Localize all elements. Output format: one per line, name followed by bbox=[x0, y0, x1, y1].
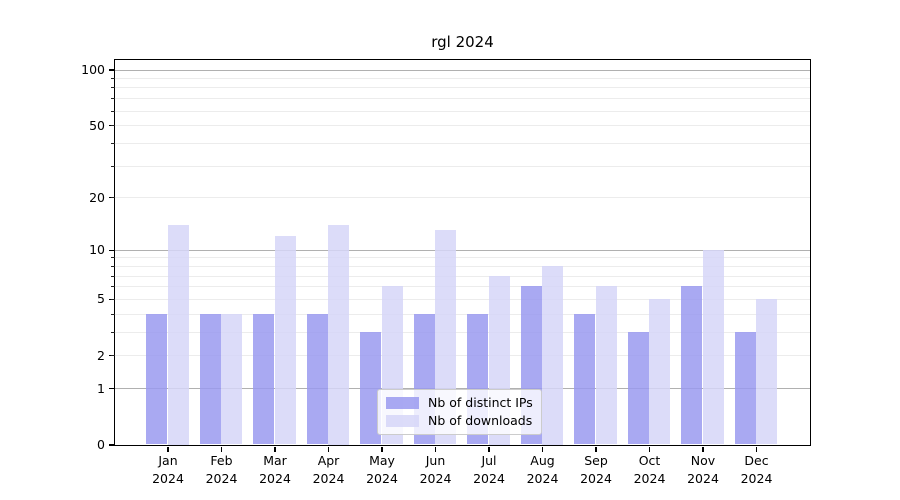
x-tick-label: Mar 2024 bbox=[259, 453, 291, 486]
bar-downloads bbox=[702, 249, 724, 445]
y-minor-tick-mark bbox=[111, 125, 115, 126]
bar-downloads bbox=[274, 236, 296, 445]
gridline-minor bbox=[114, 78, 810, 79]
x-tick-label: Aug 2024 bbox=[526, 453, 559, 486]
gridline-minor bbox=[114, 125, 810, 126]
gridline-minor bbox=[114, 355, 810, 357]
y-tick-label: 1 bbox=[97, 380, 105, 396]
y-minor-tick-mark bbox=[111, 98, 115, 100]
x-tick-label: Sep 2024 bbox=[580, 453, 612, 486]
gridline-minor bbox=[114, 275, 810, 277]
y-minor-tick-mark bbox=[111, 78, 115, 79]
y-tick-mark bbox=[108, 444, 115, 446]
bar-distinct-ips bbox=[574, 313, 596, 445]
x-tick-label: Nov 2024 bbox=[687, 453, 719, 486]
bar-distinct-ips bbox=[199, 313, 221, 445]
x-tick-mark bbox=[167, 446, 169, 452]
x-tick-mark bbox=[755, 446, 758, 452]
y-tick-label: 10 bbox=[89, 242, 105, 258]
bar-downloads bbox=[649, 298, 671, 445]
legend-swatch-distinct-ips bbox=[386, 396, 419, 410]
legend-label-downloads: Nb of downloads bbox=[428, 413, 533, 428]
x-tick-mark bbox=[274, 446, 276, 452]
gridline-minor bbox=[114, 298, 810, 300]
plot-area bbox=[113, 58, 811, 446]
y-minor-tick-mark bbox=[111, 257, 115, 259]
y-tick-label: 2 bbox=[97, 347, 105, 363]
gridline-minor bbox=[114, 197, 810, 199]
x-tick-label: May 2024 bbox=[366, 453, 398, 486]
y-tick-mark bbox=[108, 388, 115, 390]
y-minor-tick-mark bbox=[111, 197, 115, 199]
x-tick-label: Dec 2024 bbox=[740, 453, 773, 486]
bar-distinct-ips bbox=[253, 313, 275, 445]
gridline-minor bbox=[114, 165, 810, 167]
bar-distinct-ips bbox=[627, 331, 649, 445]
x-tick-mark bbox=[541, 446, 544, 452]
y-minor-tick-mark bbox=[111, 110, 115, 112]
y-minor-tick-mark bbox=[111, 313, 115, 315]
legend: Nb of distinct IPs Nb of downloads bbox=[377, 389, 542, 435]
x-tick-mark bbox=[327, 446, 330, 452]
legend-entry-downloads: Nb of downloads bbox=[386, 414, 533, 428]
bar-distinct-ips bbox=[681, 286, 703, 445]
bar-distinct-ips bbox=[306, 313, 328, 445]
y-tick-mark bbox=[108, 249, 115, 251]
bar-distinct-ips bbox=[146, 313, 168, 445]
y-minor-tick-mark bbox=[111, 286, 115, 288]
x-tick-mark bbox=[595, 446, 597, 452]
x-tick-label: Jul 2024 bbox=[473, 453, 505, 486]
bar-downloads bbox=[542, 266, 564, 445]
x-tick-mark bbox=[702, 446, 704, 452]
x-tick-label: Jan 2024 bbox=[152, 453, 184, 486]
gridline-minor bbox=[114, 110, 810, 112]
bar-downloads bbox=[595, 286, 617, 445]
x-tick-mark bbox=[220, 446, 223, 452]
x-tick-label: Jun 2024 bbox=[419, 453, 452, 486]
y-minor-tick-mark bbox=[111, 266, 115, 267]
gridline-minor bbox=[114, 257, 810, 259]
x-tick-label: Feb 2024 bbox=[205, 453, 238, 486]
y-minor-tick-mark bbox=[111, 355, 115, 357]
y-minor-tick-mark bbox=[111, 331, 115, 333]
y-tick-label: 20 bbox=[89, 189, 105, 205]
x-tick-mark bbox=[488, 446, 490, 452]
x-tick-mark bbox=[648, 446, 651, 452]
bar-downloads bbox=[167, 224, 189, 445]
x-tick-mark bbox=[434, 446, 437, 452]
bar-distinct-ips bbox=[734, 331, 756, 445]
y-tick-label: 5 bbox=[97, 291, 105, 307]
bar-downloads bbox=[328, 224, 350, 445]
x-tick-label: Apr 2024 bbox=[312, 453, 345, 486]
y-minor-tick-mark bbox=[111, 87, 115, 89]
gridline-minor bbox=[114, 313, 810, 315]
bar-downloads bbox=[756, 298, 778, 445]
gridline-minor bbox=[114, 87, 810, 89]
legend-entry-distinct-ips: Nb of distinct IPs bbox=[386, 396, 533, 410]
x-tick-label: Oct 2024 bbox=[633, 453, 666, 486]
gridline-minor bbox=[114, 266, 810, 267]
y-minor-tick-mark bbox=[111, 165, 115, 167]
y-tick-label: 100 bbox=[81, 62, 105, 77]
gridline-major bbox=[114, 388, 810, 390]
gridline-minor bbox=[114, 286, 810, 288]
gridline-minor bbox=[114, 98, 810, 100]
y-minor-tick-mark bbox=[111, 298, 115, 300]
y-minor-tick-mark bbox=[111, 275, 115, 277]
bar-distinct-ips bbox=[360, 331, 382, 445]
chart-title: rgl 2024 bbox=[431, 33, 494, 51]
gridline-major bbox=[114, 249, 810, 251]
legend-label-distinct-ips: Nb of distinct IPs bbox=[428, 395, 533, 410]
legend-swatch-downloads bbox=[386, 414, 419, 428]
y-tick-mark bbox=[108, 69, 115, 71]
gridline-minor bbox=[114, 331, 810, 333]
gridline-major bbox=[114, 69, 810, 71]
y-tick-label: 50 bbox=[89, 117, 105, 133]
bar-downloads bbox=[221, 313, 243, 445]
y-minor-tick-mark bbox=[111, 142, 115, 144]
y-tick-label: 0 bbox=[97, 437, 105, 452]
x-tick-mark bbox=[381, 446, 383, 452]
gridline-minor bbox=[114, 142, 810, 144]
